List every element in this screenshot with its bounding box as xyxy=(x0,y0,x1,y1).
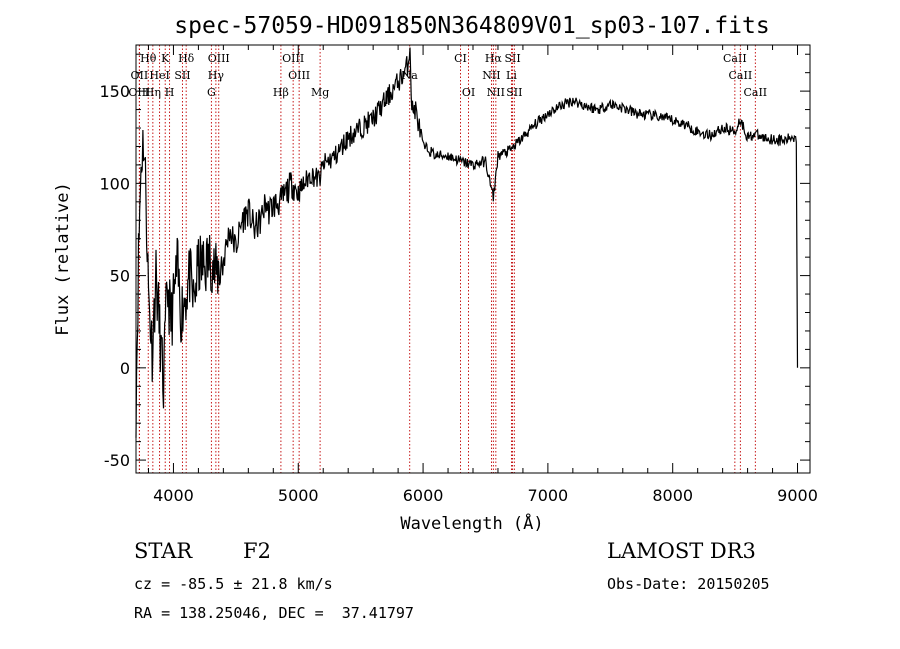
y-tick-label: 100 xyxy=(99,174,130,193)
line-marker-label: Hη xyxy=(145,86,161,99)
line-marker-label: G xyxy=(207,86,216,99)
line-marker-label: SII xyxy=(174,69,190,82)
y-axis: -50 0 50 100 150 xyxy=(99,53,810,470)
spectral-subclass: F2 xyxy=(243,539,271,563)
line-marker-label: OIII xyxy=(282,52,304,65)
line-marker-label: OIII xyxy=(208,52,230,65)
x-axis: 4000 5000 6000 7000 8000 9000 xyxy=(147,45,818,505)
line-marker-label: OIII xyxy=(288,69,310,82)
x-tick-label: 6000 xyxy=(403,486,444,505)
line-marker-label: H xyxy=(165,86,175,99)
line-marker-label: Li xyxy=(506,69,517,82)
line-marker-label: Hδ xyxy=(178,52,195,65)
line-marker-label: HeI xyxy=(149,69,169,82)
x-tick-label: 8000 xyxy=(652,486,693,505)
line-marker-label: CaII xyxy=(743,86,767,99)
y-tick-label: 150 xyxy=(99,82,130,101)
line-marker-label: NII xyxy=(482,69,500,82)
line-marker-label: OII xyxy=(131,69,149,82)
line-marker-label: OIII xyxy=(128,86,150,99)
y-tick-label: 50 xyxy=(110,267,130,286)
plot-frame xyxy=(135,44,811,474)
spectrum-line xyxy=(135,47,799,438)
line-marker-label: K xyxy=(161,52,170,65)
line-marker-label: CaII xyxy=(729,69,753,82)
line-marker-label: Hγ xyxy=(208,69,225,82)
x-tick-label: 4000 xyxy=(153,486,194,505)
observation-date: Obs-Date: 20150205 xyxy=(607,575,770,593)
line-marker-label: Hα xyxy=(485,52,503,65)
survey-name: LAMOST DR3 xyxy=(607,539,756,563)
y-axis-label: Flux (relative) xyxy=(53,182,73,336)
line-marker-label: CI xyxy=(454,52,467,65)
coordinates: RA = 138.25046, DEC = 37.41797 xyxy=(134,604,414,622)
object-class: STAR xyxy=(134,539,193,563)
chart-title: spec-57059-HD091850N364809V01_sp03-107.f… xyxy=(174,13,769,39)
y-tick-label: -50 xyxy=(104,451,130,470)
line-marker-label: OI xyxy=(462,86,475,99)
line-marker-label: Mg xyxy=(311,86,329,99)
line-marker-label: SII xyxy=(504,52,520,65)
x-axis-label: Wavelength (Å) xyxy=(400,512,543,534)
y-tick-label: 0 xyxy=(120,359,130,378)
x-tick-label: 9000 xyxy=(777,486,818,505)
line-marker-label: Na xyxy=(402,69,419,82)
line-marker-label: CaII xyxy=(723,52,747,65)
x-tick-label: 5000 xyxy=(278,486,319,505)
x-tick-label: 7000 xyxy=(528,486,569,505)
line-marker-label: SII xyxy=(506,86,522,99)
line-marker-label: Hθ xyxy=(140,52,157,65)
line-marker-label: NII xyxy=(487,86,505,99)
line-marker-label: Hβ xyxy=(273,86,289,99)
redshift-velocity: cz = -85.5 ± 21.8 km/s xyxy=(134,575,333,593)
